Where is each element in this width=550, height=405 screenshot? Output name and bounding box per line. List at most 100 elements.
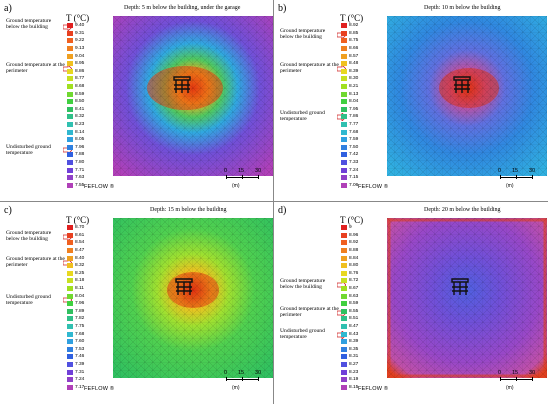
legend-swatch bbox=[67, 46, 73, 52]
legend-entry: 7.24 bbox=[341, 166, 381, 174]
legend-entry: 8.47 bbox=[341, 323, 381, 331]
legend-value: 7.42 bbox=[349, 152, 359, 158]
legend-entry: 7.33 bbox=[341, 159, 381, 167]
scale-tick bbox=[500, 175, 501, 179]
legend-value: 8.77 bbox=[75, 76, 85, 82]
legend-entry: 9.40 bbox=[67, 22, 107, 30]
scale-unit: (m) bbox=[506, 183, 514, 189]
legend-swatch bbox=[341, 91, 347, 97]
legend-swatch bbox=[67, 248, 73, 254]
panel-b: b) Depth: 10 m below the building T (°C)… bbox=[274, 0, 548, 202]
legend-entry: 7.86 bbox=[341, 113, 381, 121]
legend-swatch bbox=[67, 270, 73, 276]
legend-entry: 7.89 bbox=[67, 308, 107, 316]
legend-value: 8.51 bbox=[349, 316, 359, 322]
scale-tick-label: 30 bbox=[529, 370, 536, 376]
legend-value: 8.92 bbox=[349, 23, 359, 29]
legend-value: 9.22 bbox=[75, 38, 85, 44]
legend-swatch bbox=[67, 182, 73, 188]
legend-swatch bbox=[341, 175, 347, 181]
legend-swatch bbox=[341, 23, 347, 29]
legend-swatch bbox=[341, 278, 347, 284]
legend-entry: 7.53 bbox=[67, 346, 107, 354]
legend-entry: 9.04 bbox=[67, 52, 107, 60]
annotation-perimeter: Ground temperature at the perimeter bbox=[6, 62, 65, 75]
depth-title: Depth: 15 m below the building bbox=[150, 207, 227, 213]
legend-value: 8.54 bbox=[75, 240, 85, 246]
legend-entry: 8.61 bbox=[67, 232, 107, 240]
legend-entry: 8.30 bbox=[341, 75, 381, 83]
legend-value: 8.61 bbox=[75, 232, 85, 238]
legend-entry: 8.41 bbox=[67, 106, 107, 114]
legend-swatch bbox=[341, 182, 347, 188]
legend-entry: 7.60 bbox=[67, 338, 107, 346]
legend-entry: 8.70 bbox=[67, 224, 107, 232]
legend-value: 8.50 bbox=[75, 99, 85, 105]
legend-entry: 8.11 bbox=[67, 285, 107, 293]
legend-entry: 7.24 bbox=[67, 376, 107, 384]
legend-swatch bbox=[341, 308, 347, 314]
legend-value: 7.68 bbox=[75, 331, 85, 337]
annotation-below-building: Ground temperature below the building bbox=[280, 278, 326, 291]
scale-bar: 0 15 30 (m) bbox=[494, 168, 546, 196]
legend-swatch bbox=[341, 122, 347, 128]
scale-tick-label: 30 bbox=[255, 370, 262, 376]
annotation-undisturbed: Undisturbed ground temperature bbox=[6, 294, 51, 307]
legend-swatch bbox=[341, 53, 347, 59]
legend-value: 8.70 bbox=[75, 225, 85, 231]
annotation-below-building: Ground temperature below the building bbox=[6, 230, 52, 243]
legend-swatch bbox=[341, 354, 347, 360]
legend-entry: 7.75 bbox=[67, 323, 107, 331]
building-icon bbox=[175, 278, 193, 295]
legend-swatch bbox=[341, 384, 347, 390]
legend-entry: 8.39 bbox=[341, 338, 381, 346]
legend-swatch bbox=[341, 76, 347, 82]
legend-swatch bbox=[67, 30, 73, 36]
legend-value: 7.50 bbox=[349, 144, 359, 150]
legend-entry: 8.48 bbox=[341, 60, 381, 68]
legend-swatch bbox=[67, 369, 73, 375]
legend-swatch bbox=[341, 301, 347, 307]
temperature-unit: T (°C) bbox=[66, 13, 90, 23]
legend-entry: 8.05 bbox=[67, 136, 107, 144]
legend-swatch bbox=[341, 324, 347, 330]
scale-tick bbox=[258, 175, 259, 179]
legend-value: 8.43 bbox=[349, 331, 359, 337]
legend-value: 9 bbox=[349, 225, 352, 231]
legend-swatch bbox=[67, 377, 73, 383]
legend-entry: 7.68 bbox=[341, 128, 381, 136]
legend-value: 8.31 bbox=[349, 354, 359, 360]
legend-value: 8.15 bbox=[349, 384, 359, 390]
legend-entry: 8.31 bbox=[341, 353, 381, 361]
scale-tick bbox=[242, 377, 243, 381]
color-legend: 9 8.96 8.92 8.88 8.84 8.80 8.76 8.72 8.67 8.63 8.5… bbox=[341, 224, 381, 391]
legend-swatch bbox=[67, 99, 73, 105]
legend-value: 8.40 bbox=[75, 255, 85, 261]
legend-entry: 7.46 bbox=[67, 353, 107, 361]
legend-swatch bbox=[67, 308, 73, 314]
legend-swatch bbox=[341, 61, 347, 67]
legend-entry: 8.67 bbox=[341, 285, 381, 293]
legend-swatch bbox=[67, 346, 73, 352]
legend-value: 9.31 bbox=[75, 30, 85, 36]
legend-value: 8.13 bbox=[349, 91, 359, 97]
software-label: FEFLOW ® bbox=[84, 386, 115, 392]
temperature-field bbox=[113, 16, 273, 176]
legend-swatch bbox=[341, 255, 347, 261]
legend-entry: 7.55 bbox=[67, 181, 107, 189]
legend-value: 8.32 bbox=[75, 114, 85, 120]
legend-swatch bbox=[341, 144, 347, 150]
legend-value: 8.05 bbox=[75, 137, 85, 143]
legend-value: 7.82 bbox=[75, 316, 85, 322]
legend-entry: 8.92 bbox=[341, 239, 381, 247]
legend-value: 8.14 bbox=[75, 129, 85, 135]
legend-value: 8.39 bbox=[349, 339, 359, 345]
legend-entry: 8.32 bbox=[67, 113, 107, 121]
legend-entry: 8.39 bbox=[341, 68, 381, 76]
legend-swatch bbox=[67, 106, 73, 112]
legend-entry: 7.82 bbox=[67, 315, 107, 323]
legend-value: 8.47 bbox=[349, 324, 359, 330]
legend-swatch bbox=[67, 232, 73, 238]
scale-tick bbox=[258, 377, 259, 381]
software-label: FEFLOW ® bbox=[358, 184, 389, 190]
